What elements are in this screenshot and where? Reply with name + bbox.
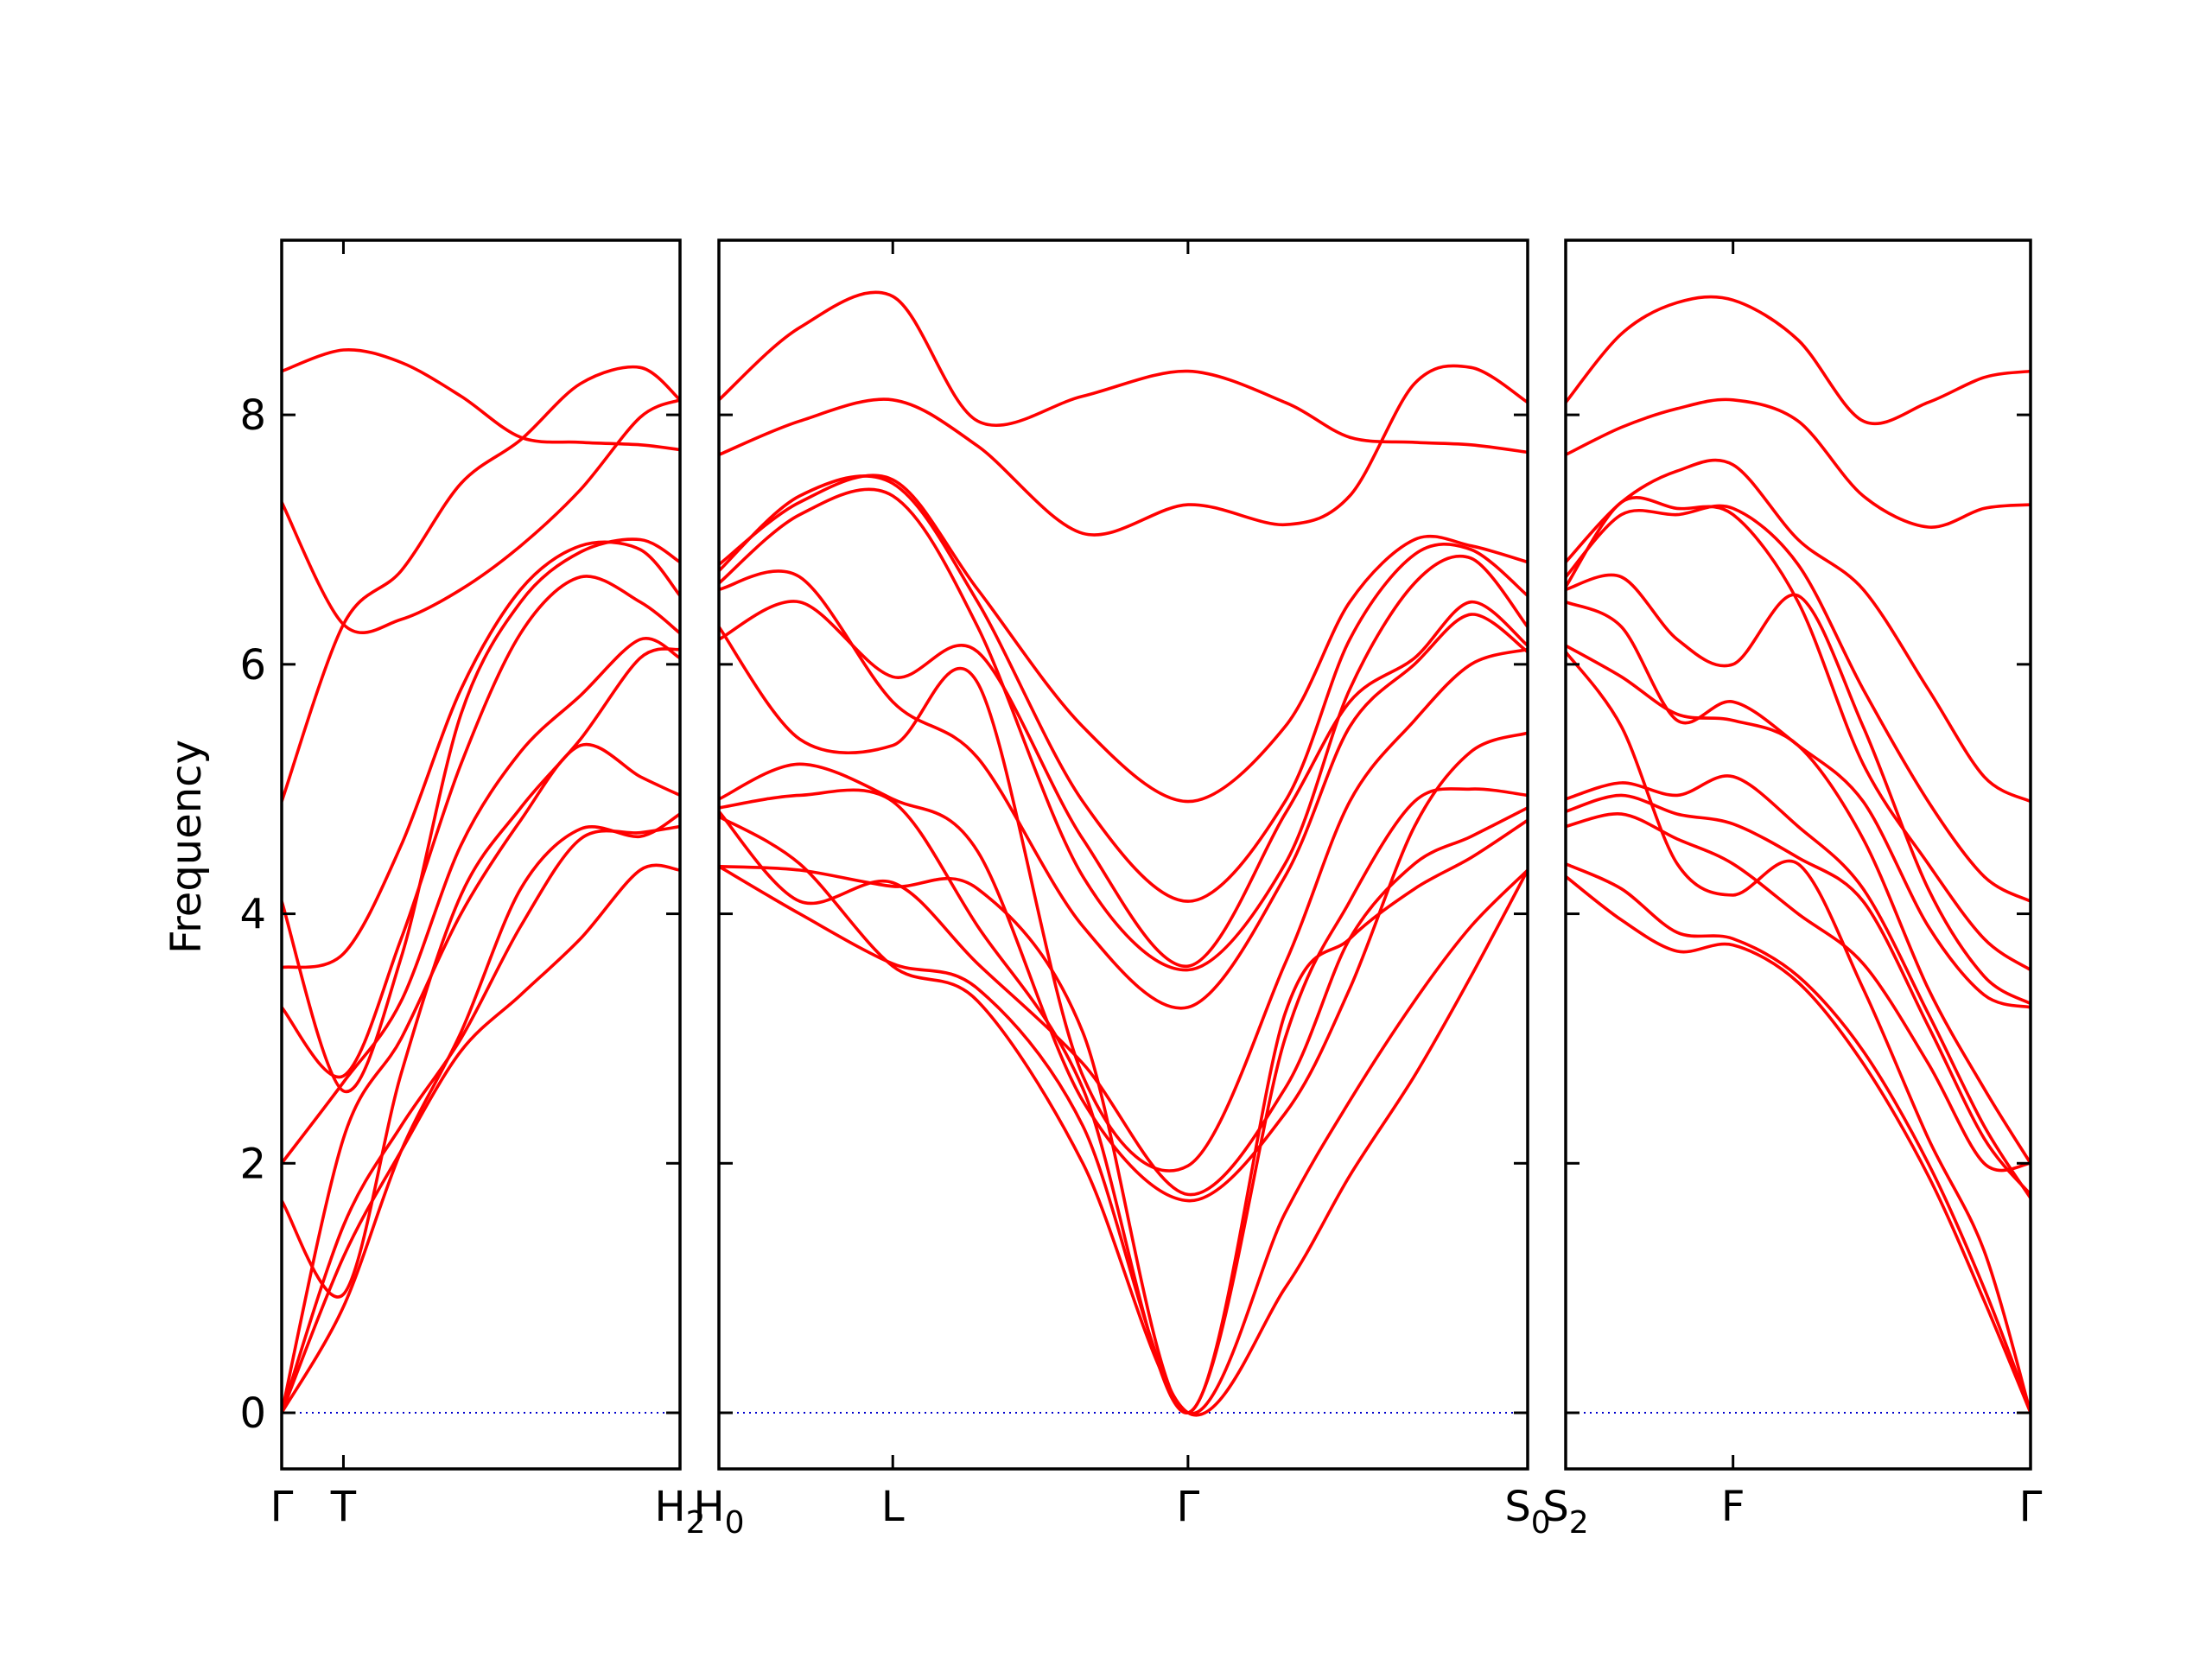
band-line [719, 290, 1528, 454]
band-line [282, 575, 680, 1079]
panel-frame [1564, 238, 2032, 1471]
band-line [282, 742, 680, 1414]
band-line [719, 569, 1528, 1010]
band-line [719, 864, 1528, 1415]
band-line [282, 637, 680, 1166]
panel-frame [717, 238, 1529, 1471]
x-tick-label: F [1721, 1483, 1745, 1531]
band-line [282, 863, 680, 1414]
x-tick-label: S0 [1504, 1483, 1550, 1541]
x-tick-label: S2 [1542, 1483, 1588, 1541]
y-tick-label: 2 [239, 1140, 266, 1188]
y-axis-label: Frequency [162, 740, 211, 954]
band-line [1566, 650, 2031, 1414]
panel-frame [280, 238, 682, 1471]
y-tick-label: 0 [239, 1389, 266, 1438]
band-line [1566, 874, 2031, 1414]
band-line [1566, 793, 2031, 1197]
band-line [282, 812, 680, 1414]
x-tick-label: Γ [270, 1483, 294, 1531]
band-line [282, 365, 680, 804]
band-line [719, 815, 1528, 1417]
band-line [1566, 573, 2031, 1006]
band-line [1566, 458, 2031, 804]
x-tick-label: H0 [694, 1483, 745, 1541]
y-tick-labels: 0 2 4 6 8 [239, 391, 266, 1438]
y-tick-label: 6 [239, 641, 266, 690]
band-line [719, 625, 1528, 1173]
x-tick-label: Γ [1177, 1483, 1200, 1531]
band-line [1566, 397, 2031, 529]
band-line [1566, 812, 2031, 1173]
band-line [719, 787, 1528, 1414]
band-line [719, 806, 1528, 1197]
x-tick-label: L [881, 1483, 905, 1531]
band-line [719, 731, 1528, 1203]
band-line [719, 364, 1528, 537]
band-line [1566, 644, 2031, 1166]
band-line [282, 347, 680, 452]
band-line [719, 600, 1528, 969]
band-line [282, 647, 680, 1299]
band-line [282, 540, 680, 969]
panel-2: H0 L Γ S0 [694, 238, 1551, 1541]
band-line [1566, 496, 2031, 972]
bands [719, 290, 1528, 1417]
band-line [282, 824, 680, 1414]
band-line [1566, 774, 2031, 1200]
band-line [282, 537, 680, 1094]
band-line [719, 474, 1528, 903]
band-line [1566, 862, 2031, 1412]
band-line [1566, 504, 2031, 903]
x-tick-label: Γ [2019, 1483, 2043, 1531]
bands [282, 347, 680, 1414]
panel-1: Γ T H2 [270, 238, 706, 1541]
band-line [719, 487, 1528, 972]
x-tick-label: H2 [655, 1483, 706, 1541]
band-line [1566, 295, 2031, 426]
y-tick-label: 8 [239, 391, 266, 440]
band-line [282, 398, 680, 634]
x-tick-label: T [330, 1483, 357, 1531]
y-tick-label: 4 [239, 891, 266, 939]
bands [1566, 295, 2031, 1414]
panel-3: S2 F Γ [1542, 238, 2043, 1541]
